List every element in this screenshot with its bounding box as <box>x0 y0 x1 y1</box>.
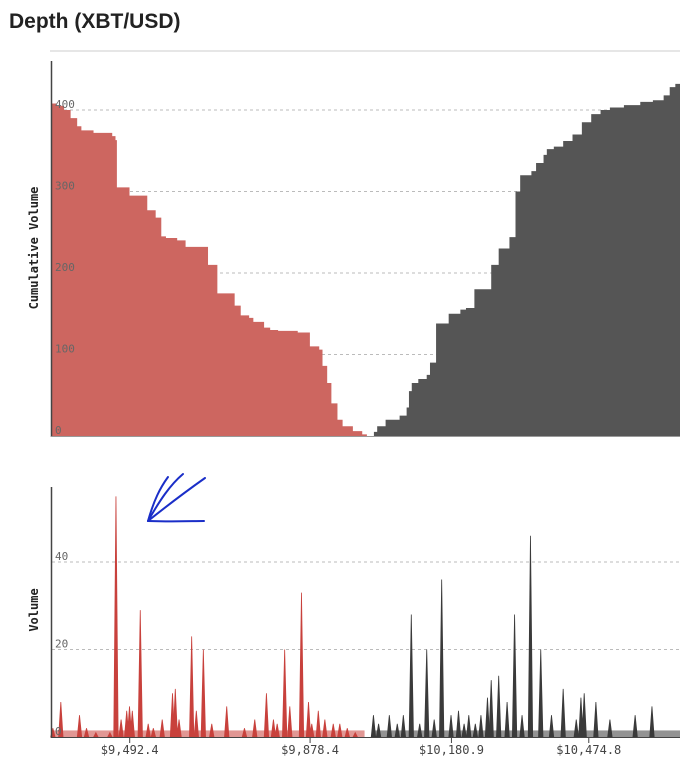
ask-volume-spikes <box>370 535 680 738</box>
volume-y-tick-label: 0 <box>55 725 62 738</box>
volume-spike <box>200 649 206 738</box>
volume-spike <box>189 636 195 738</box>
ask-depth-area <box>373 82 680 436</box>
page-title: Depth (XBT/USD) <box>9 10 181 33</box>
volume-spike <box>282 649 288 738</box>
volume-x-tick-label: $10,180.9 <box>419 743 484 757</box>
volume-grid <box>52 561 680 650</box>
volume-spike <box>424 649 430 738</box>
volume-spike <box>408 614 414 738</box>
hand-drawn-arrow-annotation <box>147 473 206 523</box>
volume-y-tick-label: 40 <box>55 550 68 563</box>
bid-volume-spikes <box>50 496 365 738</box>
volume-x-tick-label: $9,878.4 <box>281 743 339 757</box>
volume-spike <box>511 614 518 738</box>
volume-x-ticks: $9,492.4 $9,878.4 $10,180.9 $10,474.8 <box>101 738 621 757</box>
volume-spike <box>137 610 143 738</box>
depth-y-tick-label: 300 <box>55 180 75 193</box>
bid-depth-area <box>51 103 367 436</box>
depth-y-ticks: 0 100 200 300 400 <box>55 98 75 437</box>
volume-spike <box>488 680 494 738</box>
depth-y-tick-label: 100 <box>55 343 75 356</box>
depth-y-tick-label: 200 <box>55 261 75 274</box>
depth-y-tick-label: 400 <box>55 98 75 111</box>
bid-volume-baseline <box>52 730 365 737</box>
volume-x-tick-label: $9,492.4 <box>101 743 159 757</box>
depth-y-tick-label: 0 <box>55 424 62 437</box>
volume-spike <box>439 579 445 738</box>
depth-y-axis-label: Cumulative Volume <box>27 187 41 310</box>
volume-spike <box>113 496 119 738</box>
volume-spike <box>298 592 305 738</box>
ask-volume-baseline <box>371 730 680 737</box>
volume-y-axis-label: Volume <box>27 588 41 631</box>
volume-y-ticks: 0 20 40 <box>55 550 68 738</box>
volume-y-tick-label: 20 <box>55 638 68 651</box>
volume-spike <box>560 688 566 738</box>
volume-spike <box>527 535 534 738</box>
volume-x-tick-label: $10,474.8 <box>556 743 621 757</box>
volume-spike <box>538 649 544 738</box>
volume-spike <box>496 675 502 738</box>
